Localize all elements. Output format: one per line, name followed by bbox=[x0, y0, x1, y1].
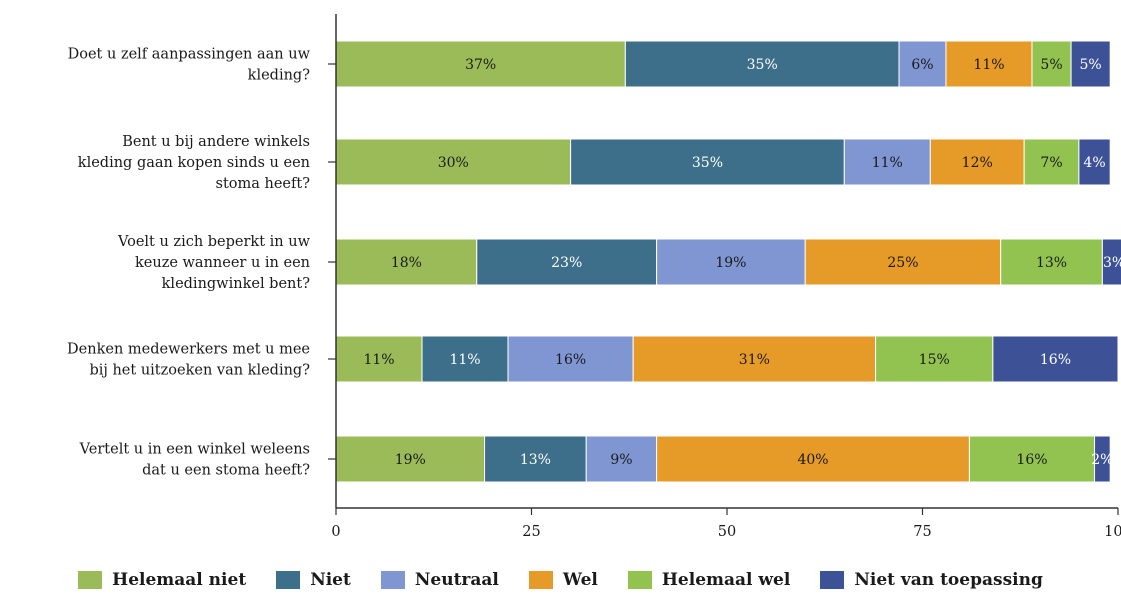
data-label: 31% bbox=[739, 352, 770, 368]
legend-item: Wel bbox=[528, 570, 598, 590]
bar-segment bbox=[1094, 435, 1111, 483]
data-label: 13% bbox=[1036, 255, 1067, 271]
legend-label: Helemaal niet bbox=[112, 570, 247, 590]
category-label: Vertelt u in een winkel weleens dat u een… bbox=[79, 442, 311, 479]
data-label: 19% bbox=[395, 452, 426, 468]
legend-item: Niet van toepassing bbox=[820, 570, 1043, 590]
data-label: 15% bbox=[919, 352, 950, 368]
legend-item: Niet bbox=[276, 570, 351, 590]
bar-segment bbox=[1078, 138, 1111, 186]
data-label: 5% bbox=[1080, 57, 1102, 73]
stacked-bar-chart: 37% 35% 6% 11% 5% 5% 30% 35% 11% 12% 7% 4% 18% 23% 19%… bbox=[67, 14, 1121, 540]
legend-item: Helemaal niet bbox=[78, 570, 246, 590]
data-label: 11% bbox=[363, 352, 394, 368]
bar-segment bbox=[656, 435, 970, 483]
legend-item: Helemaal wel bbox=[627, 570, 791, 590]
data-label: 16% bbox=[1016, 452, 1047, 468]
data-label: 16% bbox=[1040, 352, 1071, 368]
bar-segment bbox=[929, 138, 1025, 186]
legend-item: Neutraal bbox=[380, 570, 499, 590]
bar-segment bbox=[570, 138, 845, 186]
bar-segment bbox=[335, 40, 626, 88]
legend-label: Niet van toepassing bbox=[854, 570, 1043, 590]
bar-segment bbox=[335, 335, 423, 383]
legend-label: Niet bbox=[310, 570, 351, 590]
bar-segment bbox=[843, 138, 931, 186]
bar-segment bbox=[804, 238, 1002, 286]
x-tick-label: 100 bbox=[1104, 524, 1121, 540]
x-tick-label: 75 bbox=[913, 524, 931, 540]
bar-segment bbox=[1031, 40, 1072, 88]
data-label: 37% bbox=[465, 57, 496, 73]
legend: Helemaal niet Niet Neutraal Wel Helemaal wel… bbox=[0, 568, 1121, 592]
data-label: 25% bbox=[887, 255, 918, 271]
bar-segment bbox=[1101, 238, 1121, 286]
x-tick-label: 0 bbox=[331, 524, 340, 540]
data-label: 40% bbox=[797, 452, 828, 468]
legend-label: Wel bbox=[562, 570, 598, 590]
data-label: 13% bbox=[520, 452, 551, 468]
data-label: 5% bbox=[1040, 57, 1062, 73]
data-label: 4% bbox=[1083, 155, 1105, 171]
x-tick-label: 50 bbox=[718, 524, 736, 540]
bar-segment bbox=[335, 238, 478, 286]
bar-segment bbox=[335, 138, 572, 186]
data-label: 11% bbox=[973, 57, 1004, 73]
data-label: 12% bbox=[962, 155, 993, 171]
bar-segment bbox=[476, 238, 658, 286]
data-label: 9% bbox=[610, 452, 632, 468]
data-label: 16% bbox=[555, 352, 586, 368]
bar-segment bbox=[632, 335, 877, 383]
category-label: Denken medewerkers met u mee bij het uitz… bbox=[67, 342, 310, 379]
legend-swatch bbox=[380, 571, 405, 589]
data-label: 2% bbox=[1091, 452, 1113, 468]
data-label: 3% bbox=[1103, 255, 1121, 271]
bar-segment bbox=[484, 435, 587, 483]
data-label: 11% bbox=[449, 352, 480, 368]
legend-swatch bbox=[78, 571, 103, 589]
bar-segment bbox=[898, 40, 947, 88]
bar-segment bbox=[507, 335, 634, 383]
legend-swatch bbox=[276, 571, 301, 589]
axes: 0 25 50 75 100 bbox=[328, 14, 1121, 540]
bars-layer: 37% 35% 6% 11% 5% 5% 30% 35% 11% 12% 7% 4% 18% 23% 19%… bbox=[335, 40, 1121, 483]
legend-label: Helemaal wel bbox=[661, 570, 791, 590]
bar-segment bbox=[875, 335, 994, 383]
data-label: 30% bbox=[438, 155, 469, 171]
bar-segment bbox=[585, 435, 658, 483]
category-label: Doet u zelf aanpassingen aan uw kleding? bbox=[68, 47, 311, 84]
x-tick-label: 25 bbox=[522, 524, 540, 540]
category-label: Bent u bij andere winkels kleding gaan ko… bbox=[78, 134, 310, 192]
data-label: 6% bbox=[911, 57, 933, 73]
data-label: 7% bbox=[1040, 155, 1062, 171]
legend-label: Neutraal bbox=[414, 570, 499, 590]
data-label: 23% bbox=[551, 255, 582, 271]
legend-swatch bbox=[820, 571, 845, 589]
bar-segment bbox=[624, 40, 900, 88]
category-labels: Doet u zelf aanpassingen aan uw kleding? B… bbox=[67, 47, 311, 479]
legend-swatch bbox=[528, 571, 553, 589]
category-label: Voelt u zich beperkt in uw keuze wanneer … bbox=[117, 234, 311, 292]
bar-segment bbox=[335, 435, 486, 483]
bar-segment bbox=[992, 335, 1119, 383]
data-label: 19% bbox=[715, 255, 746, 271]
bar-segment bbox=[1000, 238, 1103, 286]
legend-swatch bbox=[627, 571, 652, 589]
data-label: 35% bbox=[692, 155, 723, 171]
data-label: 18% bbox=[391, 255, 422, 271]
data-label: 11% bbox=[872, 155, 903, 171]
data-label: 35% bbox=[747, 57, 778, 73]
bar-segment bbox=[1070, 40, 1111, 88]
